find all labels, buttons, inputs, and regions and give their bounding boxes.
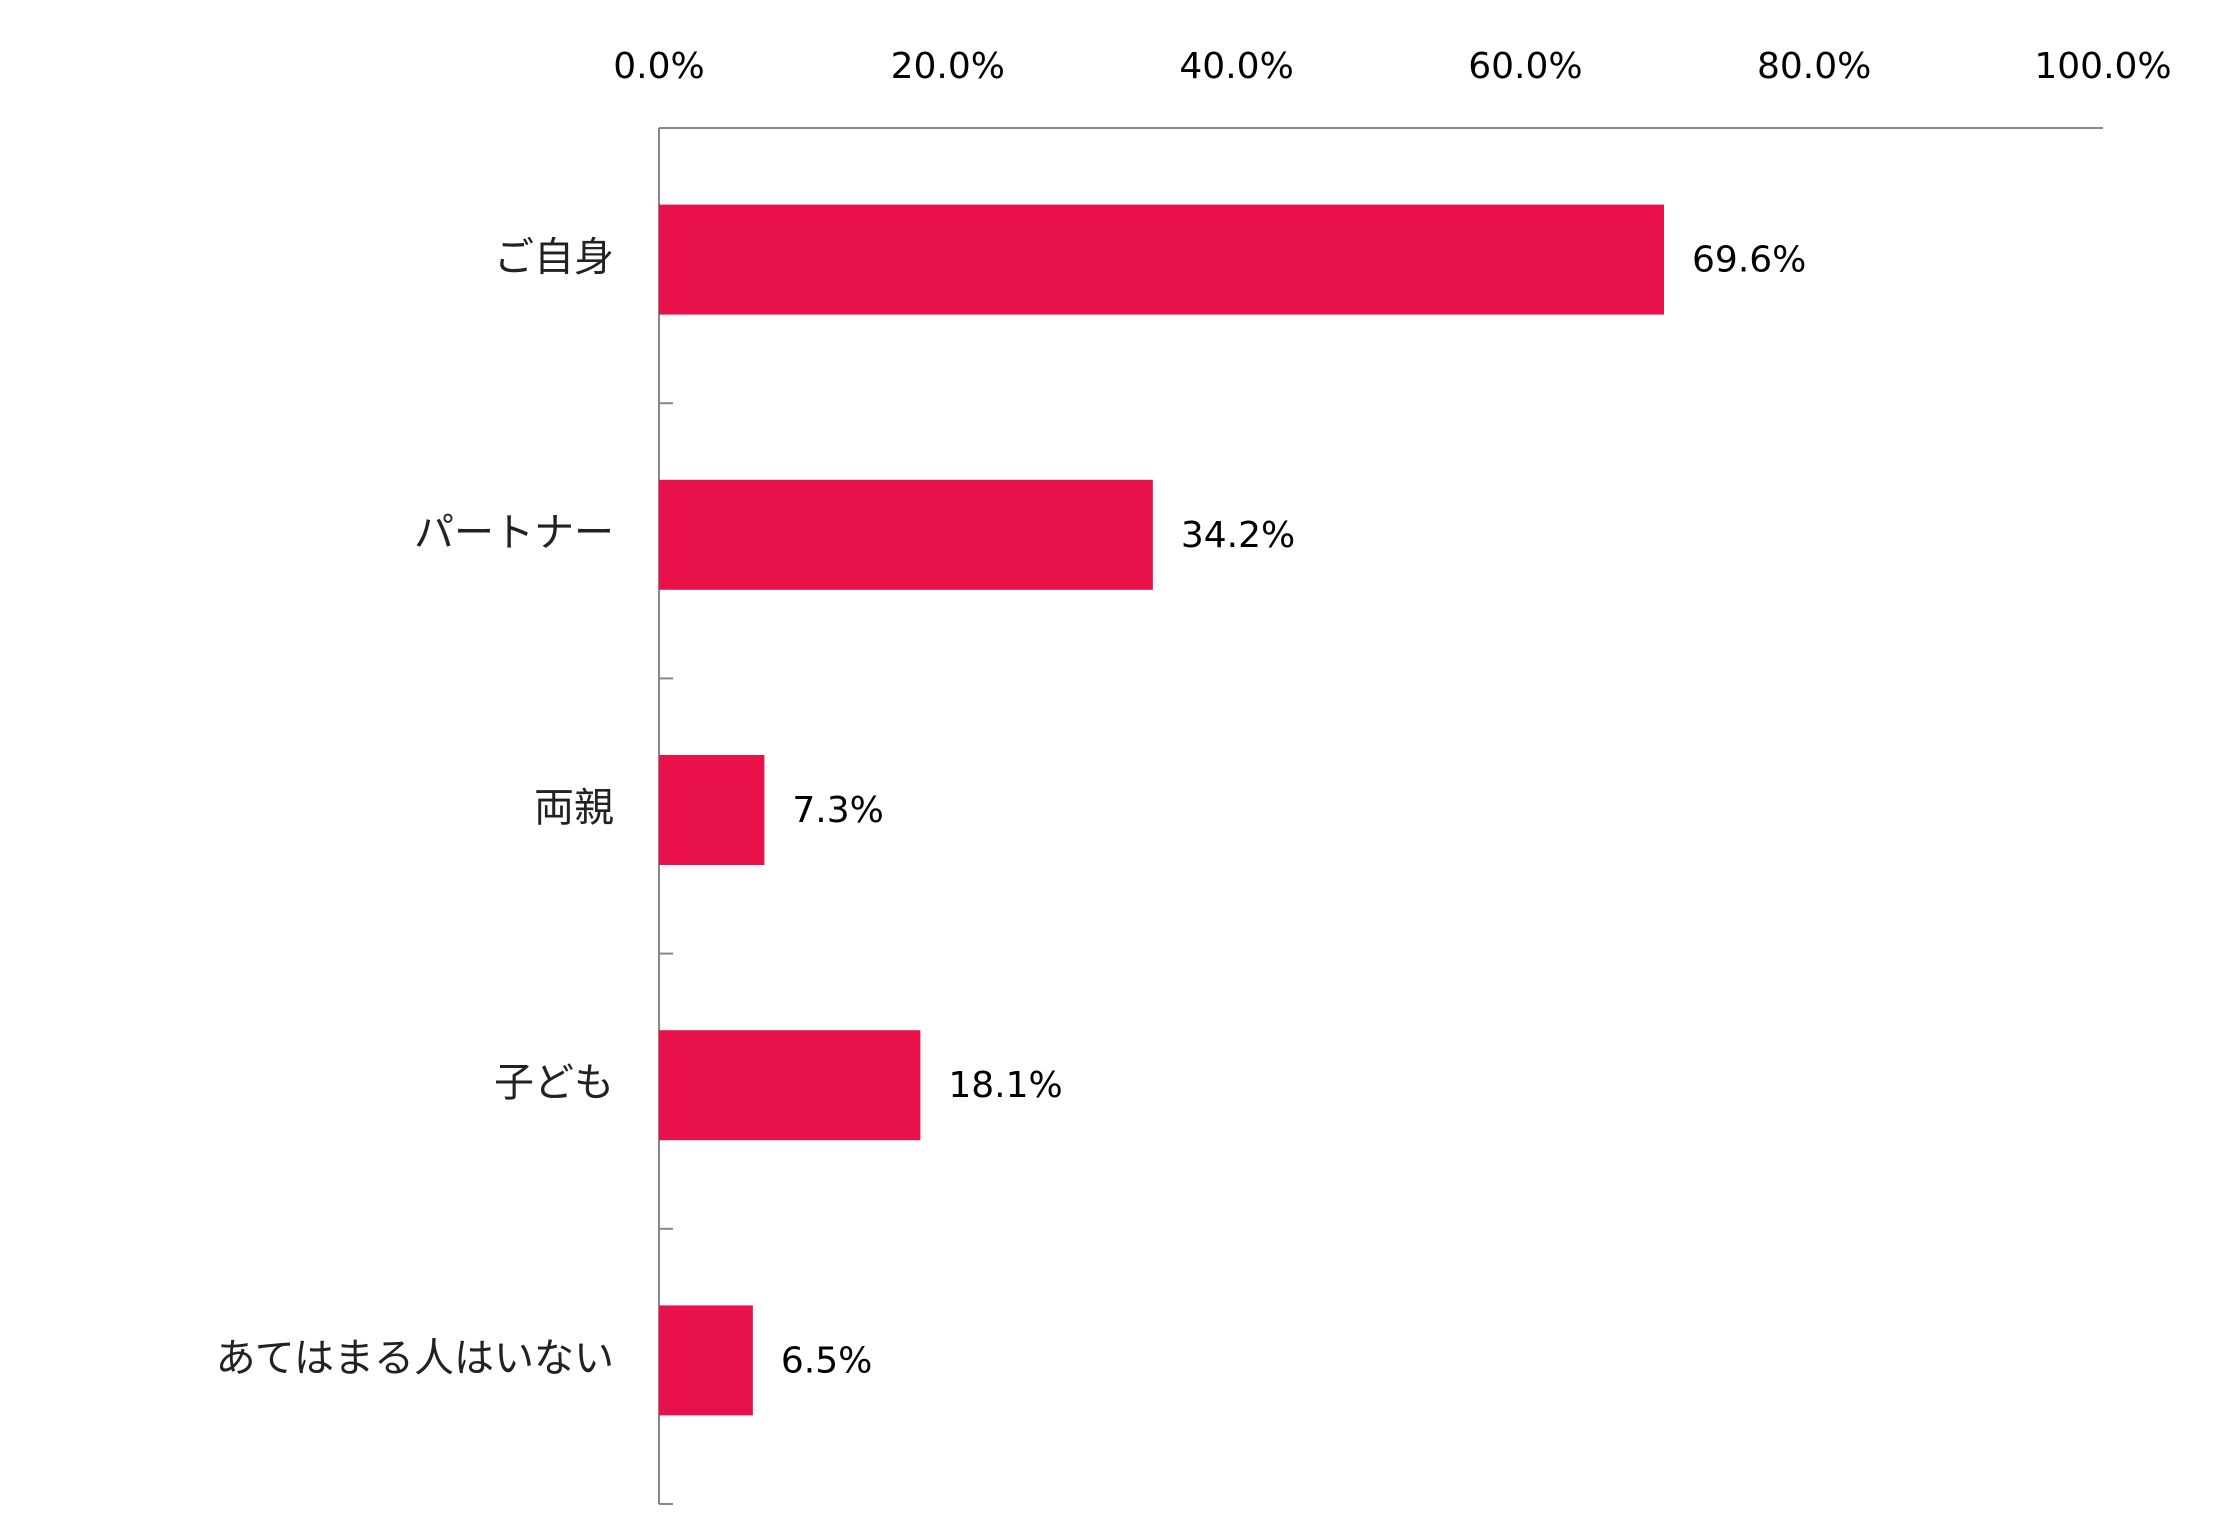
category-label: 子ども	[494, 1060, 614, 1106]
bar	[659, 1030, 921, 1141]
value-label: 69.6%	[1692, 240, 1806, 281]
x-tick-label: 0.0%	[613, 46, 704, 87]
category-label: パートナー	[414, 510, 614, 556]
x-tick-label: 100.0%	[2034, 46, 2171, 87]
category-label: あてはまる人はいない	[216, 1335, 614, 1381]
value-label: 6.5%	[781, 1340, 872, 1381]
bar	[659, 204, 1665, 315]
x-tick-label: 20.0%	[891, 46, 1005, 87]
value-label: 34.2%	[1181, 515, 1295, 556]
x-tick-label: 40.0%	[1179, 46, 1293, 87]
x-tick-label: 80.0%	[1757, 46, 1871, 87]
bar	[659, 479, 1153, 590]
category-label: ご自身	[494, 235, 614, 281]
x-tick-label: 60.0%	[1468, 46, 1582, 87]
value-label: 18.1%	[948, 1065, 1062, 1106]
value-label: 7.3%	[792, 790, 883, 831]
category-label: 両親	[534, 785, 614, 831]
bar	[659, 755, 765, 865]
bar	[659, 1305, 753, 1416]
